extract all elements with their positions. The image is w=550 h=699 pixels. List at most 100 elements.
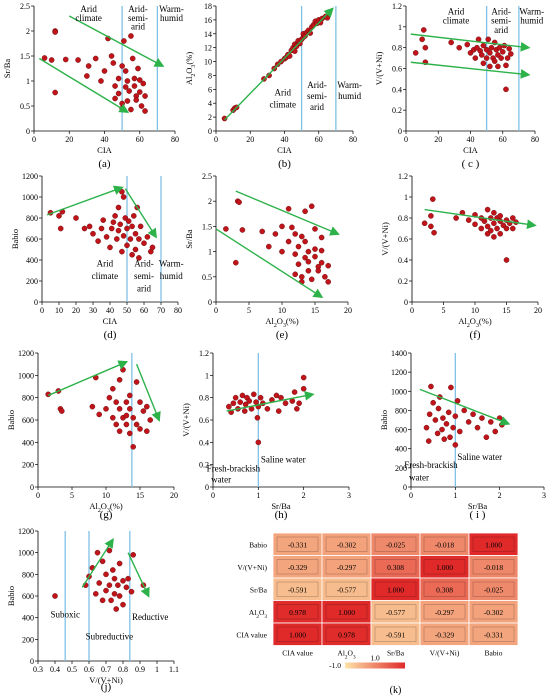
heatmap-cell-frame: [325, 604, 368, 620]
data-point: [112, 83, 118, 89]
y-tick-label: 2: [208, 197, 212, 206]
data-point: [137, 399, 143, 405]
data-point: [305, 248, 312, 255]
y-tick-label: 14: [204, 30, 212, 39]
colorbar-min-label: -1.0: [329, 661, 341, 670]
heatmap-value: -0.331: [288, 540, 308, 549]
y-tick-label: 600: [22, 416, 34, 425]
heatmap-value: -0.331: [484, 630, 504, 639]
data-point: [133, 97, 140, 103]
panel-caption: (j): [101, 681, 112, 693]
data-point: [428, 223, 434, 230]
region-annotation: Arid: [80, 4, 97, 14]
trend-arrow: [124, 188, 157, 239]
data-point: [279, 248, 285, 255]
x-tick-label: 0.5: [67, 665, 77, 674]
data-point: [112, 213, 118, 219]
data-point: [470, 411, 476, 418]
x-tick-label: 40: [281, 135, 289, 144]
data-point: [111, 575, 118, 582]
trend-arrow: [135, 363, 161, 422]
heatmap-cell-frame: [423, 536, 466, 552]
x-tick-label: 0: [214, 306, 218, 315]
data-point: [255, 439, 262, 446]
data-point: [298, 233, 305, 240]
data-point: [495, 63, 501, 70]
data-point: [285, 238, 292, 245]
data-point: [497, 230, 504, 237]
x-tick-label: 80: [174, 306, 182, 315]
data-point: [491, 234, 497, 240]
data-point: [132, 246, 139, 253]
data-point: [92, 55, 99, 62]
y-tick-label: 0.2: [398, 277, 408, 286]
data-point: [73, 215, 79, 221]
data-point: [98, 225, 105, 232]
data-point: [126, 88, 132, 94]
data-point: [120, 578, 126, 584]
region-annotation: semi-: [307, 91, 327, 101]
heatmap-column-label: Al2O3: [337, 649, 356, 661]
data-point: [115, 75, 122, 82]
data-point: [119, 63, 125, 69]
data-point: [305, 267, 312, 274]
data-point: [296, 400, 302, 407]
data-point: [461, 407, 468, 414]
data-point: [487, 50, 493, 56]
data-point: [112, 95, 118, 102]
y-tick-label: 1200: [391, 368, 407, 377]
data-point: [506, 45, 513, 52]
data-point: [132, 230, 139, 237]
region-annotation: Arid-: [307, 80, 327, 90]
region-annotation: climate: [92, 271, 119, 281]
y-tick-label: 0: [30, 483, 34, 492]
x-tick-label: 20: [344, 306, 352, 315]
data-point: [127, 406, 133, 412]
data-point: [440, 415, 446, 421]
data-point: [292, 231, 299, 237]
region-annotation: climate: [443, 16, 470, 26]
data-point: [106, 582, 113, 588]
y-tick-label: 1.2: [392, 2, 402, 11]
y-tick-label: 1000: [18, 549, 34, 558]
x-tick-label: 20: [170, 491, 178, 500]
data-point: [302, 238, 308, 245]
data-point: [86, 223, 93, 230]
heatmap-column-label: Sr/Ba: [387, 649, 405, 658]
data-point: [503, 62, 509, 69]
data-point: [246, 398, 253, 404]
y-tick-label: 1000: [22, 193, 38, 202]
data-point: [428, 383, 434, 390]
data-point: [108, 597, 114, 604]
y-tick-label: 1200: [18, 349, 34, 358]
data-point: [325, 262, 332, 269]
x-axis-title: Al2O3(%): [265, 316, 298, 329]
y-tick-label: 200: [395, 464, 407, 473]
y-axis-title: Babio: [6, 586, 16, 606]
data-point: [450, 424, 456, 431]
data-point: [237, 399, 243, 405]
data-point: [302, 208, 308, 215]
y-tick-label: 0: [205, 483, 209, 492]
data-point: [130, 414, 136, 421]
data-point: [241, 408, 248, 414]
data-point: [52, 593, 58, 599]
data-point: [120, 601, 126, 608]
data-point: [429, 196, 436, 202]
heatmap-value: 1.000: [289, 630, 306, 639]
x-tick-label: 3: [542, 491, 546, 500]
data-point: [136, 77, 143, 83]
data-point: [119, 248, 125, 255]
data-point: [497, 213, 504, 219]
data-point: [123, 421, 130, 428]
x-tick-label: 0.6: [84, 665, 94, 674]
data-point: [128, 33, 134, 39]
x-axis-title: CIA: [463, 145, 479, 155]
data-point: [85, 63, 92, 69]
y-tick-label: 0.4: [199, 438, 209, 447]
data-point: [508, 51, 514, 57]
y-tick-label: 400: [22, 438, 34, 447]
region-annotation: Arid: [97, 258, 114, 268]
data-point: [232, 394, 239, 401]
